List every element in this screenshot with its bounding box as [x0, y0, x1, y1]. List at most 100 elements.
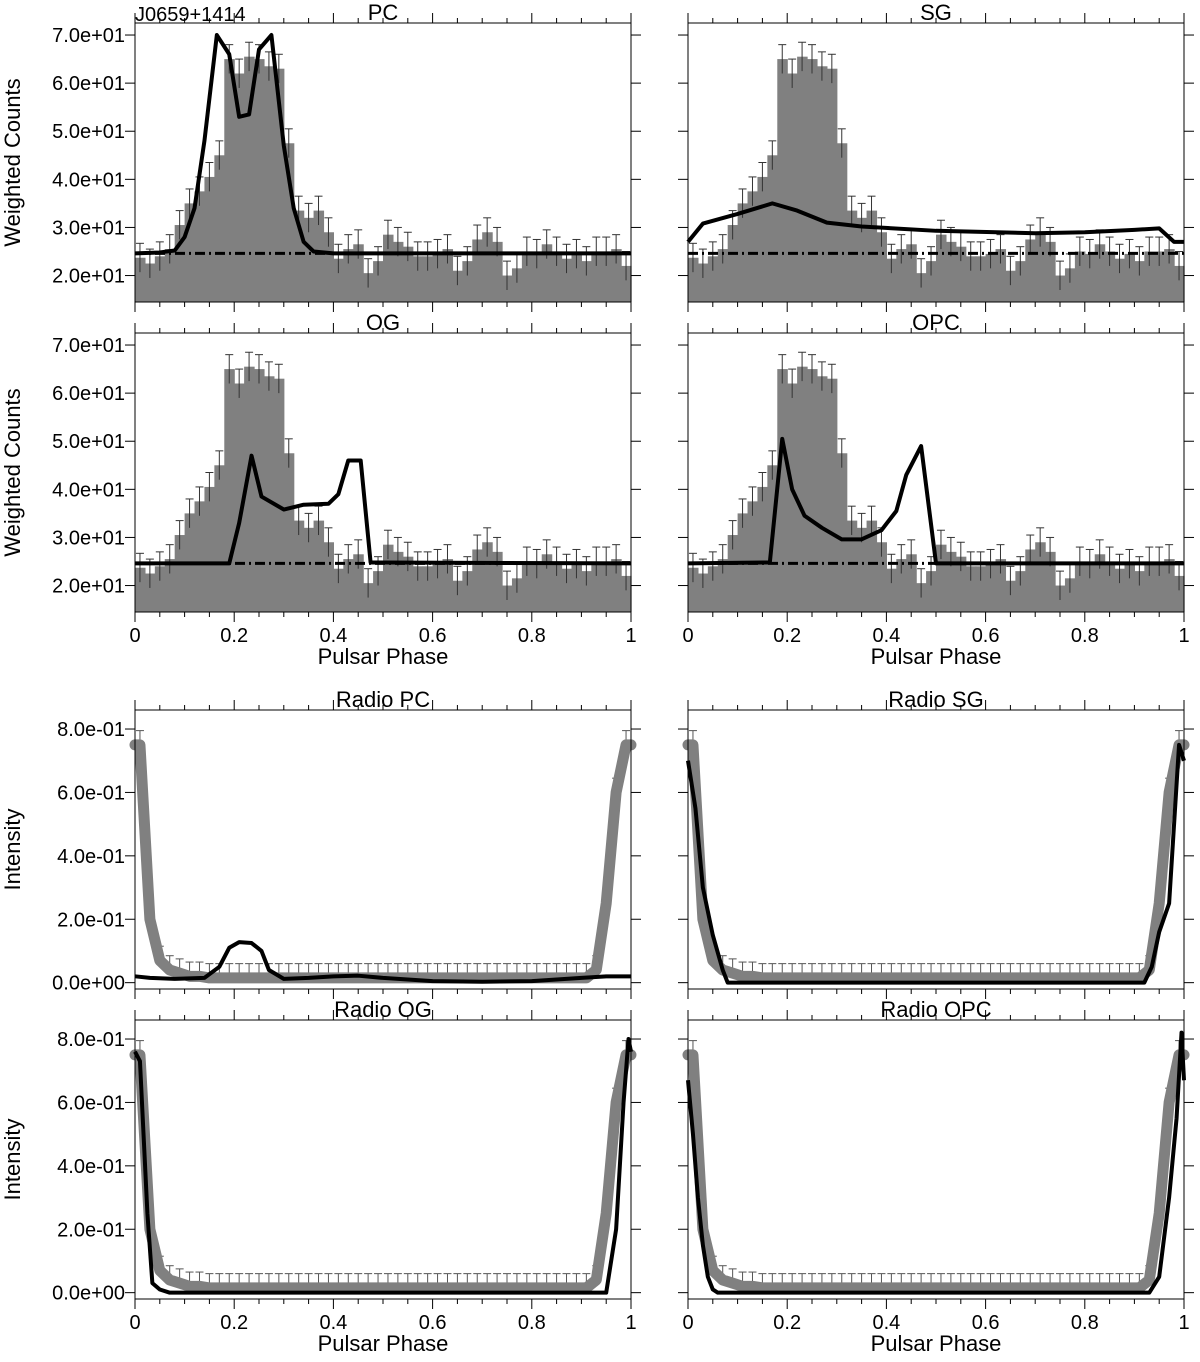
observed-bar [926, 571, 937, 612]
observed-bar [1094, 554, 1106, 612]
observed-bar [727, 535, 739, 612]
observed-bar [1015, 261, 1026, 302]
x-tick-label: 0.2 [220, 1312, 248, 1334]
observed-bar [144, 573, 156, 612]
observed-bar [757, 486, 768, 612]
observed-bar [876, 232, 887, 302]
observed-bar [581, 261, 592, 302]
observed-bar [422, 256, 434, 302]
y-tick-label: 4.0e+01 [52, 479, 125, 501]
panel-radio-opc: 0 0.2 0.4 0.6 0.8 1 Radio OPC Pulsar Phase [678, 997, 1194, 1356]
observed-bar [402, 246, 414, 302]
observed-bar [1005, 270, 1016, 302]
x-tick-label: 1 [625, 1312, 636, 1334]
observed-bar [492, 241, 503, 302]
y-axis-label: Intensity [0, 809, 25, 891]
observed-bar [462, 571, 473, 612]
observed-bar [383, 234, 394, 302]
observed-bar [727, 225, 739, 302]
observed-bar [154, 566, 166, 612]
x-tick-label: 0.4 [872, 1312, 900, 1334]
observed-bar [1074, 561, 1086, 612]
observed-bar [1124, 563, 1135, 612]
observed-bar [263, 376, 275, 612]
observed-radio-profile [129, 739, 637, 984]
x-axis-label: Pulsar Phase [318, 1331, 449, 1356]
observed-bar [174, 225, 186, 302]
observed-bar [717, 559, 729, 612]
observed-bar [254, 59, 265, 302]
x-tick-label: 0.8 [518, 625, 546, 647]
y-tick-label: 6.0e+01 [52, 73, 125, 95]
observed-bar [896, 559, 907, 612]
observed-bar [906, 244, 917, 302]
x-tick-label: 0.6 [972, 1312, 1000, 1334]
observed-bar [273, 68, 285, 302]
observed-bar [807, 369, 818, 612]
observed-bar [432, 253, 444, 302]
x-axis-label: Pulsar Phase [871, 644, 1002, 669]
observed-bar [955, 246, 967, 302]
observed-bar [866, 520, 878, 612]
observed-bar [995, 249, 1007, 302]
observed-bar [1064, 268, 1076, 302]
x-tick-label: 0.2 [773, 1312, 801, 1334]
observed-bar [343, 559, 354, 612]
observed-radio-profile [682, 739, 1190, 984]
observed-bar [965, 566, 977, 612]
observed-bar [1005, 580, 1016, 612]
y-tick-label: 8.0e-01 [57, 1029, 125, 1051]
observed-bar [1124, 253, 1135, 302]
observed-bar [333, 568, 344, 612]
observed-bar [164, 249, 176, 302]
observed-bar [472, 549, 483, 612]
panel-radio-og: 0.0e+00 2.0e-01 4.0e-01 6.0e-01 8.0e-01 0 0.2 0… [0, 997, 641, 1356]
y-tick-label: 3.0e+01 [52, 527, 125, 549]
observed-bar [886, 568, 897, 612]
observed-bar [323, 232, 334, 302]
observed-bar [747, 501, 759, 612]
y-tick-label: 2.0e+01 [52, 266, 125, 288]
observed-bar [816, 66, 828, 302]
observed-bar [551, 561, 563, 612]
observed-bar [1164, 249, 1175, 302]
observed-bar [621, 575, 632, 612]
panel-title: OG [366, 310, 400, 335]
panel-pc: 2.0e+01 3.0e+01 4.0e+01 5.0e+01 6.0e+01 7.0e+… [0, 0, 641, 312]
observed-bar [757, 176, 768, 302]
observed-bar [194, 501, 206, 612]
observed-bar [1035, 542, 1046, 612]
x-tick-label: 0.6 [419, 625, 447, 647]
observed-bar [1104, 251, 1116, 302]
x-tick-label: 1 [1178, 625, 1189, 647]
observed-bar [591, 561, 602, 612]
observed-bar [601, 561, 612, 612]
observed-bar [1164, 559, 1175, 612]
observed-bar [363, 273, 374, 302]
x-tick-label: 0.8 [1071, 625, 1099, 647]
panel-sg: SG [678, 0, 1194, 312]
observed-bar [1064, 578, 1076, 612]
observed-bar [777, 59, 788, 302]
observed-bar [707, 566, 719, 612]
observed-bar [826, 68, 838, 302]
y-axis-label: Weighted Counts [0, 78, 25, 246]
observed-bar [373, 261, 384, 302]
observed-bar [777, 369, 788, 612]
observed-bar [442, 559, 454, 612]
observed-bar [985, 563, 997, 612]
observed-bar [601, 251, 612, 302]
observed-bar [1015, 571, 1026, 612]
y-tick-label: 2.0e+01 [52, 576, 125, 598]
model-curve [135, 453, 632, 566]
observed-bar [392, 551, 404, 612]
observed-bar [916, 273, 927, 302]
observed-bar [611, 559, 622, 612]
observed-bar [836, 453, 848, 612]
plot-frame [687, 709, 1185, 990]
observed-bar [787, 383, 798, 612]
observed-bar [995, 559, 1007, 612]
x-tick-label: 0.6 [972, 625, 1000, 647]
x-tick-label: 1 [1178, 1312, 1189, 1334]
observed-bar [985, 253, 997, 302]
